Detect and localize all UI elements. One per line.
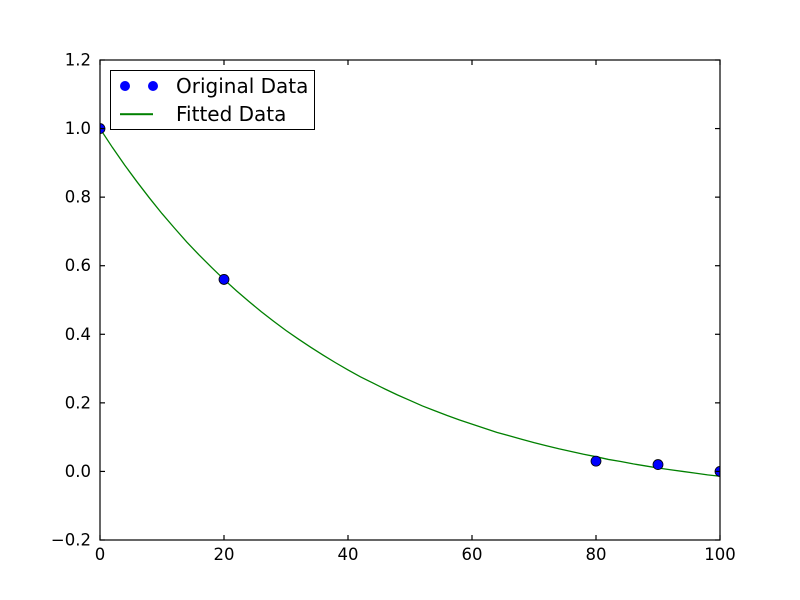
- y-tick-label: 1.2: [65, 51, 91, 70]
- legend-line-icon: [120, 113, 153, 115]
- line-sample-icon: [120, 101, 166, 127]
- y-tick-label: 0.8: [65, 188, 91, 207]
- data-point: [652, 459, 664, 470]
- data-point: [218, 274, 230, 285]
- fitted-curve: [100, 128, 720, 477]
- legend-entry-original-data: Original Data: [111, 73, 314, 99]
- y-tick-label: −0.2: [51, 531, 91, 550]
- x-tick-label: 0: [95, 545, 106, 564]
- legend-label-original-data: Original Data: [176, 74, 309, 98]
- y-tick-label: 0.0: [65, 462, 91, 481]
- y-tick-label: 1.0: [65, 119, 91, 138]
- x-tick-label: 100: [704, 545, 736, 564]
- x-tick-label: 80: [586, 545, 607, 564]
- legend-label-fitted-data: Fitted Data: [176, 102, 287, 126]
- y-tick-label: 0.2: [65, 393, 91, 412]
- x-tick-label: 40: [338, 545, 359, 564]
- y-tick-label: 0.4: [65, 325, 91, 344]
- data-point: [590, 455, 602, 467]
- legend-dot-icon: [120, 81, 130, 91]
- x-tick-label: 20: [214, 545, 235, 564]
- y-tick-label: 0.6: [65, 256, 91, 275]
- x-tick-label: 60: [462, 545, 483, 564]
- legend-entry-fitted-data: Fitted Data: [111, 101, 314, 127]
- plot-data-layer: [100, 123, 720, 477]
- axes-frame: [99, 59, 721, 541]
- legend: Original Data Fitted Data: [110, 70, 315, 130]
- legend-dot-icon: [148, 81, 158, 91]
- scatter-marker-icon: [120, 73, 166, 99]
